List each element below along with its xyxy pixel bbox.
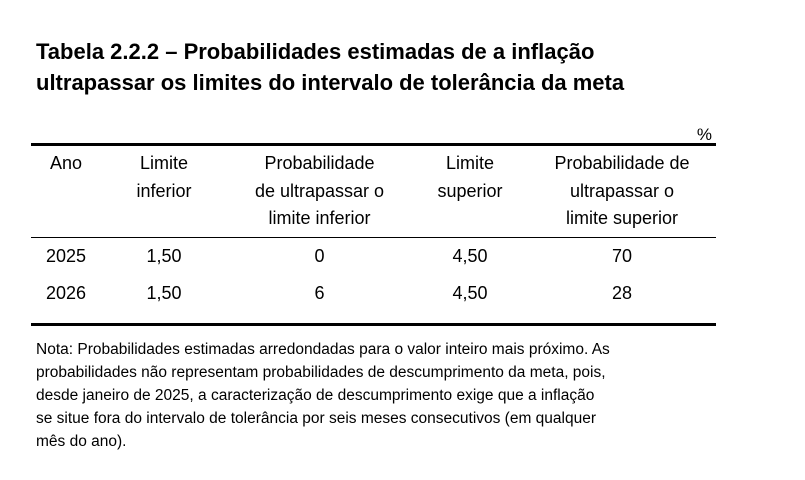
table-row: 2025 1,50 0 4,50 70 [31,237,716,275]
note-line-5: mês do ano). [36,433,127,450]
unit-label: % [696,125,712,144]
table-header: Ano Limite inferior Probabilidade de ult… [31,144,716,238]
cell-ano: 2025 [45,245,87,266]
header-prob-inferior: Probabilidade de ultrapassar o limite in… [227,145,412,238]
probability-table: Ano Limite inferior Probabilidade de ult… [31,143,716,326]
header-ano: Ano [31,145,101,238]
header-limite-superior-line-1: Limite [445,153,494,173]
header-limite-superior-line-2: superior [437,180,503,201]
header-limite-inferior-line-2: inferior [136,180,192,201]
cell-limite-inferior: 1,50 [146,245,182,266]
table-row: 2026 1,50 6 4,50 28 [31,275,716,325]
table-note: Nota: Probabilidades estimadas arredonda… [36,338,736,453]
table-body: 2025 1,50 0 4,50 70 2026 1,50 6 4,50 28 [31,237,716,324]
cell-prob-superior: 70 [611,245,633,266]
header-limite-inferior-line-1: Limite [139,153,188,173]
note-line-1: Nota: Probabilidades estimadas arredonda… [36,341,610,358]
header-row: Ano Limite inferior Probabilidade de ult… [31,144,716,238]
header-prob-inferior-line-3: limite inferior [268,208,371,228]
cell-limite-superior: 4,50 [452,245,488,266]
table-title: Tabela 2.2.2 – Probabilidades estimadas … [36,36,776,98]
table-title-line-1: Tabela 2.2.2 – Probabilidades estimadas … [36,39,595,64]
cell-prob-superior: 28 [611,282,633,303]
header-limite-inferior: Limite inferior [101,145,227,238]
cell-prob-inferior: 0 [314,245,325,266]
header-prob-superior-line-3: limite superior [565,208,679,228]
header-prob-superior-line-2: ultrapassar o [569,180,675,201]
cell-ano: 2026 [45,282,87,303]
cell-prob-inferior: 6 [314,282,325,303]
header-ano-label: Ano [49,153,83,173]
note-line-3: desde janeiro de 2025, a caracterização … [36,387,595,404]
note-line-4: se situe fora do intervalo de tolerância… [36,410,597,427]
probability-table-container: Ano Limite inferior Probabilidade de ult… [31,143,716,326]
header-limite-superior: Limite superior [412,145,528,238]
table-title-line-2: ultrapassar os limites do intervalo de t… [36,70,625,95]
cell-limite-inferior: 1,50 [146,282,182,303]
header-prob-inferior-line-2: de ultrapassar o [254,180,385,201]
cell-limite-superior: 4,50 [452,282,488,303]
header-prob-superior-line-1: Probabilidade de [554,153,690,173]
header-prob-inferior-line-1: Probabilidade [264,153,375,173]
note-line-2: probabilidades não representam probabili… [36,364,606,381]
header-prob-superior: Probabilidade de ultrapassar o limite su… [528,145,716,238]
